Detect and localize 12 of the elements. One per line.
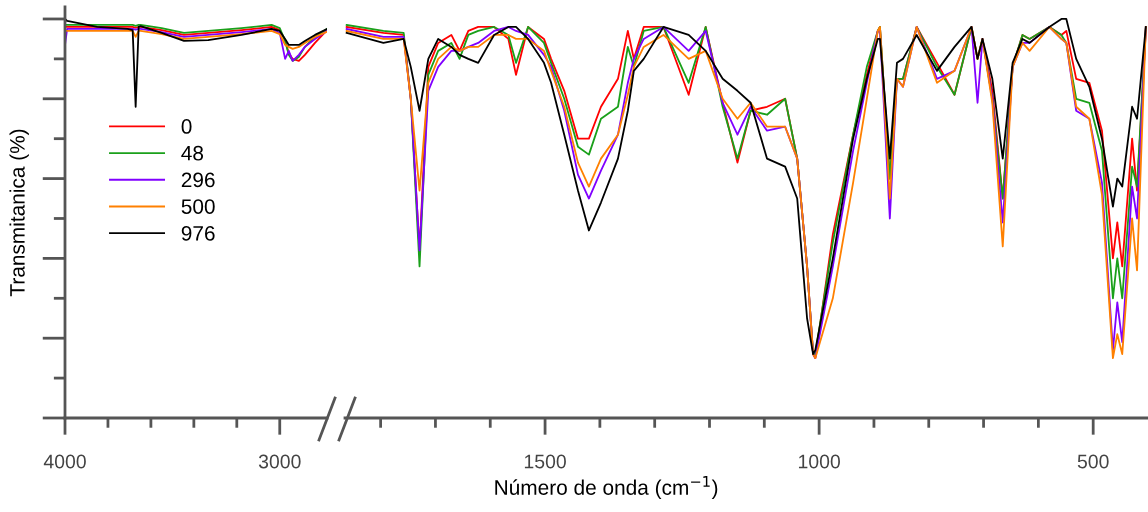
x-tick-label: 3000 bbox=[258, 454, 301, 469]
legend-label: 500 bbox=[181, 199, 215, 214]
legend-label: 976 bbox=[181, 225, 215, 241]
y-axis-title: Transmitanica (%) bbox=[9, 129, 29, 297]
x-tick-label: 4000 bbox=[43, 454, 86, 469]
legend-label: 0 bbox=[181, 119, 192, 134]
x-tick-label: 1500 bbox=[524, 454, 566, 469]
x-tick-label: 500 bbox=[1077, 454, 1109, 469]
x-axis-title: Número de onda (cm$^{−1}$) bbox=[495, 476, 718, 499]
legend-label: 48 bbox=[181, 145, 204, 161]
legend-label: 296 bbox=[181, 172, 215, 188]
x-tick-label: 1000 bbox=[798, 454, 840, 469]
